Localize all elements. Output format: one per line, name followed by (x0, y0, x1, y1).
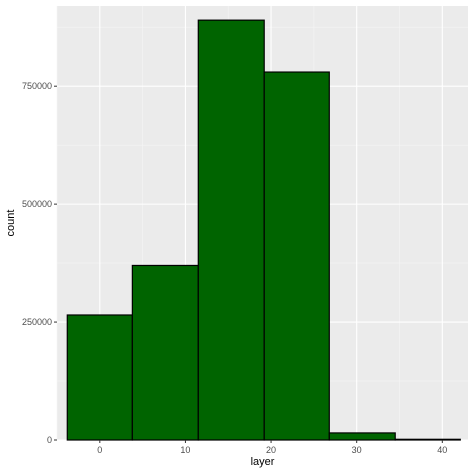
histogram-bar (197, 19, 265, 441)
x-tick-label: 30 (352, 445, 362, 455)
x-tick-label: 0 (97, 445, 102, 455)
histogram-bar (328, 432, 396, 441)
histogram-bar (263, 71, 330, 441)
y-axis: 0 250000 500000 750000 (22, 81, 57, 445)
histogram-bars (66, 19, 461, 441)
histogram-bar (394, 438, 461, 441)
x-axis-title: layer (251, 456, 275, 468)
x-axis: 0 10 20 30 40 (97, 440, 447, 455)
histogram-bar (131, 264, 199, 441)
y-axis-title: count (5, 210, 17, 237)
x-tick-label: 10 (180, 445, 190, 455)
y-tick-label: 750000 (22, 81, 52, 91)
x-tick-label: 20 (266, 445, 276, 455)
histogram-bar (66, 314, 133, 441)
y-tick-label: 250000 (22, 317, 52, 327)
y-tick-label: 500000 (22, 199, 52, 209)
x-tick-label: 40 (437, 445, 447, 455)
y-tick-label: 0 (47, 435, 52, 445)
